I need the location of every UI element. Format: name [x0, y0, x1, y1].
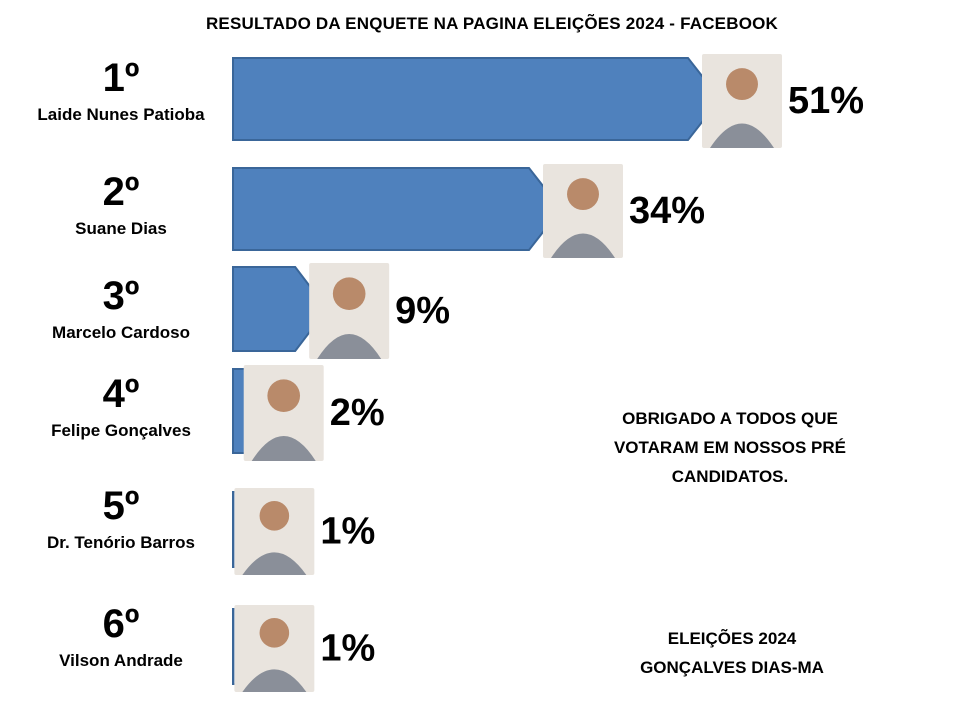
candidate-photo-6 [234, 605, 315, 692]
candidate-label-6: 6º Vilson Andrade [10, 602, 232, 672]
value-label-6: 1% [320, 628, 375, 670]
rank-6: 6º [102, 602, 140, 646]
candidate-name-5: Dr. Tenório Barros [47, 533, 195, 552]
value-label-2: 34% [629, 190, 705, 232]
footer-line-2: GONÇALVES DIAS-MA [640, 658, 824, 677]
footer-line-1: ELEIÇÕES 2024 [667, 629, 797, 648]
candidate-name-2: Suane Dias [75, 219, 167, 238]
candidate-photo-2 [543, 164, 623, 258]
value-label-1: 51% [788, 80, 864, 122]
thanks-line-3: CANDIDATOS. [671, 467, 789, 486]
candidate-label-1: 1º Laide Nunes Patioba [10, 56, 232, 126]
candidate-photo-3 [309, 263, 390, 359]
bar-1 [232, 57, 722, 141]
value-label-3: 9% [395, 290, 450, 332]
bar-2 [232, 167, 563, 251]
candidate-name-6: Vilson Andrade [59, 651, 183, 670]
candidate-name-4: Felipe Gonçalves [51, 421, 191, 440]
value-label-4: 2% [330, 392, 385, 434]
value-label-5: 1% [320, 511, 375, 553]
rank-3: 3º [102, 274, 140, 318]
candidate-photo-1 [702, 54, 782, 148]
rank-2: 2º [102, 170, 140, 214]
rank-4: 4º [102, 372, 140, 416]
candidate-photo-4 [243, 365, 324, 461]
rank-1: 1º [102, 56, 140, 100]
candidate-label-3: 3º Marcelo Cardoso [10, 274, 232, 344]
thanks-line-1: OBRIGADO A TODOS QUE [622, 409, 838, 428]
footer-note: ELEIÇÕES 2024 GONÇALVES DIAS-MA [600, 624, 864, 682]
candidate-photo-5 [234, 488, 315, 575]
thanks-note: OBRIGADO A TODOS QUE VOTARAM EM NOSSOS P… [580, 404, 880, 491]
candidate-label-4: 4º Felipe Gonçalves [10, 372, 232, 442]
candidate-label-5: 5º Dr. Tenório Barros [10, 484, 232, 554]
chart-title: RESULTADO DA ENQUETE NA PAGINA ELEIÇÕES … [205, 14, 779, 33]
candidate-name-3: Marcelo Cardoso [52, 323, 190, 342]
thanks-line-2: VOTARAM EM NOSSOS PRÉ [613, 438, 847, 457]
rank-5: 5º [102, 484, 140, 528]
candidate-name-1: Laide Nunes Patioba [37, 105, 205, 124]
candidate-label-2: 2º Suane Dias [10, 170, 232, 240]
